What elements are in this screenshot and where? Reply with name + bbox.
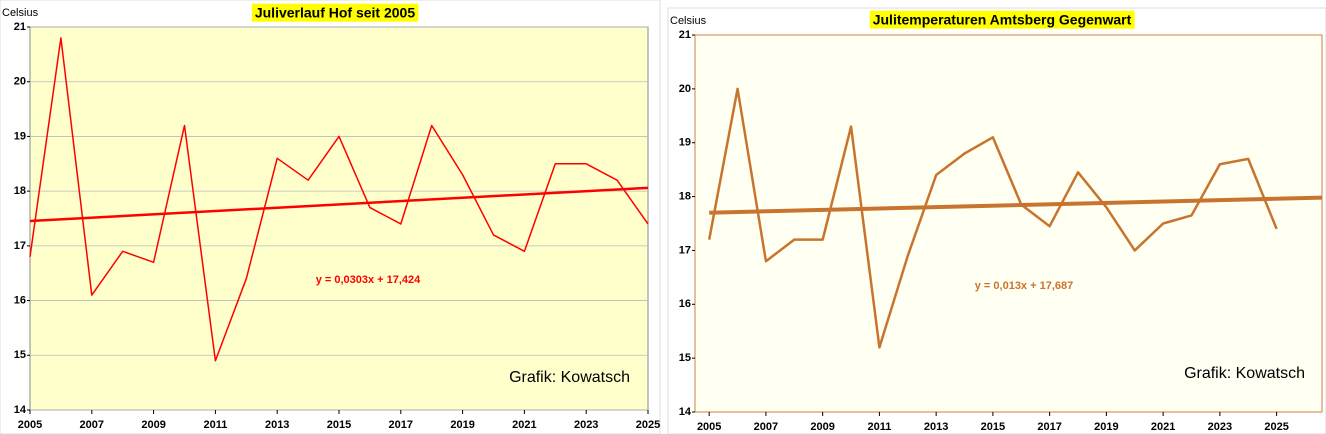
x-tick-label: 2011 [867,421,891,433]
plot-area [29,26,649,411]
trendline-label: y = 0,013x + 17,687 [975,280,1073,292]
y-tick-label: 16 [14,294,26,306]
credit: Grafik: Kowatsch [1184,365,1305,382]
y-tick-label: 14 [14,404,27,416]
x-tick-label: 2019 [1094,421,1118,433]
x-tick-label: 2023 [1208,421,1232,433]
y-axis-label: Celsius [2,7,39,19]
y-axis-label: Celsius [670,15,707,27]
y-tick-label: 18 [679,190,691,202]
trendline-label: y = 0,0303x + 17,424 [316,274,421,286]
x-tick-label: 2007 [80,419,104,431]
credit: Grafik: Kowatsch [509,369,630,386]
y-tick-label: 21 [14,21,26,33]
x-tick-label: 2023 [574,419,598,431]
x-tick-label: 2013 [265,419,289,431]
y-tick-label: 15 [14,349,26,361]
x-tick-label: 2009 [810,421,834,433]
x-tick-label: 2009 [141,419,165,431]
y-tick-label: 15 [679,352,691,364]
x-tick-label: 2013 [924,421,948,433]
x-tick-label: 2011 [203,419,227,431]
x-tick-label: 2025 [1264,421,1288,433]
y-tick-label: 20 [679,83,691,95]
chart-title: Julitemperaturen Amtsberg Gegenwart [873,12,1132,28]
x-tick-label: 2017 [1037,421,1061,433]
y-tick-label: 19 [679,137,691,149]
chart-title: Juliverlauf Hof seit 2005 [255,5,416,21]
plot-area [694,34,1323,413]
data-line [707,87,1278,349]
data-line [29,37,649,362]
y-tick-label: 19 [14,130,26,142]
title-highlight [251,3,419,22]
y-tick-label: 16 [679,298,691,310]
title-highlight [869,10,1135,29]
x-tick-label: 2021 [1151,421,1175,433]
y-tick-label: 17 [679,244,691,256]
x-tick-label: 2005 [697,421,721,433]
y-tick-label: 21 [679,29,691,41]
x-tick-label: 2019 [450,419,474,431]
y-tick-label: 20 [14,76,26,88]
x-tick-label: 2025 [636,419,660,431]
y-tick-label: 14 [679,406,692,418]
trendline [709,195,1323,215]
x-tick-label: 2017 [389,419,413,431]
y-tick-label: 17 [14,240,26,252]
x-tick-label: 2007 [754,421,778,433]
y-tick-label: 18 [14,185,26,197]
x-tick-label: 2015 [981,421,1005,433]
x-tick-label: 2015 [327,419,351,431]
x-tick-label: 2021 [512,419,536,431]
x-tick-label: 2005 [18,419,42,431]
